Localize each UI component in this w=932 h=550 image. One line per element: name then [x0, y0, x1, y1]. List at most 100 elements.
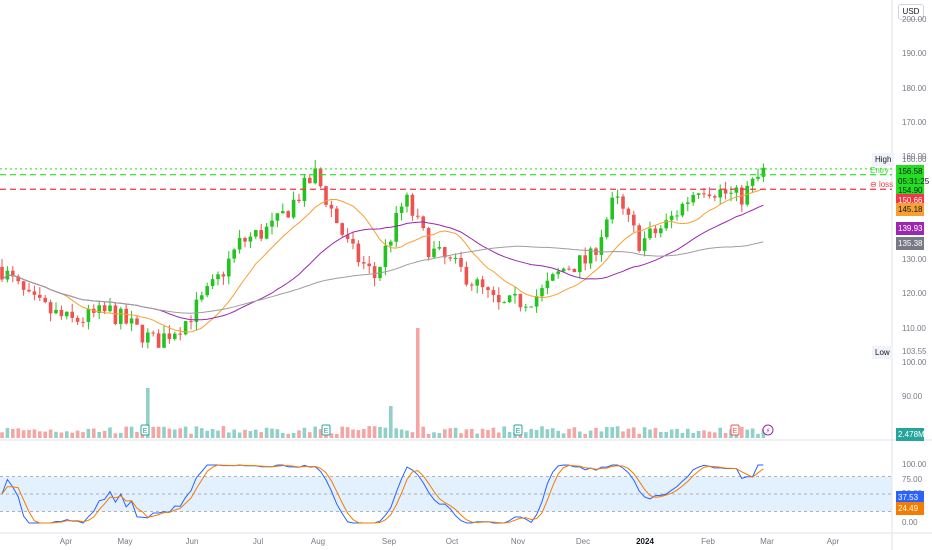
currency-selector[interactable]: USD: [898, 4, 924, 20]
price-axis-tick: 200.00: [902, 15, 927, 24]
candle-body: [734, 187, 739, 193]
candle-body: [362, 262, 366, 264]
volume-bar: [437, 433, 442, 438]
entry-line-label[interactable]: Entry: [870, 166, 889, 175]
volume-bar: [556, 430, 560, 438]
volume-bar: [491, 427, 496, 438]
candle-body: [345, 234, 350, 239]
candle-body: [372, 266, 377, 279]
volume-bar: [723, 433, 728, 438]
volume-bar: [475, 433, 479, 438]
candle-body: [16, 276, 20, 282]
candle-body: [556, 271, 560, 275]
volume-bar: [38, 431, 42, 438]
volume-bar: [275, 429, 280, 438]
candle-body: [129, 318, 134, 324]
stoch-d-badge: 24.49: [896, 502, 924, 515]
candle-body: [502, 302, 506, 304]
volume-bar: [335, 433, 339, 438]
candle-body: [453, 258, 458, 260]
volume-bar: [356, 430, 361, 438]
volume-bar: [632, 427, 636, 438]
candle-body: [38, 294, 42, 298]
volume-bar: [551, 428, 555, 438]
time-axis-label: Oct: [445, 537, 459, 546]
candle-body: [259, 230, 263, 239]
volume-bar: [502, 426, 506, 438]
candle-body: [156, 333, 161, 348]
candle-body: [675, 215, 679, 217]
candle-body: [437, 247, 442, 249]
candle-body: [561, 268, 566, 272]
candle-body: [432, 248, 436, 258]
volume-bar: [399, 429, 404, 438]
volume-bar: [740, 426, 744, 438]
volume-bar: [383, 427, 388, 438]
volume-bar: [713, 432, 717, 438]
volume-bar: [464, 429, 469, 438]
candle-body: [227, 258, 231, 277]
candle-body: [297, 199, 301, 202]
candle-body: [389, 241, 393, 246]
candle-body: [75, 317, 80, 322]
volume-bar: [178, 428, 182, 438]
volume-bar: [48, 429, 53, 438]
volume-bar: [745, 429, 749, 438]
candle-body: [356, 243, 361, 263]
candle-body: [729, 192, 733, 194]
volume-bar: [173, 429, 177, 438]
candle-body: [86, 308, 91, 322]
price-axis-tick: 110.00: [902, 323, 926, 333]
candle-body: [723, 189, 728, 194]
volume-bar: [189, 433, 193, 438]
volume-bar: [372, 426, 377, 438]
candle-body: [572, 268, 577, 273]
candle-body: [119, 308, 123, 324]
earnings-marker-label: E: [324, 428, 329, 435]
volume-bar: [183, 426, 188, 438]
candle-body: [264, 226, 269, 239]
volume-bar: [205, 430, 209, 438]
stop-loss-line-label[interactable]: ⊖ loss: [870, 180, 894, 189]
oscillator-axis-tick: 0.00: [902, 518, 918, 527]
time-axis-label: Dec: [575, 537, 591, 546]
time-axis-label: Sep: [381, 537, 397, 546]
oscillator-axis-tick: 100.00: [902, 460, 927, 469]
earnings-marker: [513, 424, 523, 436]
volume-bar: [135, 432, 139, 438]
volume-bar: [81, 432, 85, 438]
volume-bar: [648, 429, 652, 438]
volume-bar: [362, 428, 366, 438]
candle-body: [329, 204, 334, 209]
candle-body: [745, 185, 749, 205]
volume-bar: [448, 428, 452, 438]
candle-body: [178, 333, 182, 335]
time-axis-label: Nov: [510, 537, 526, 546]
volume-bar: [146, 388, 150, 438]
volume-bar: [70, 432, 74, 438]
volume-bar: [5, 427, 10, 438]
candle-body: [383, 245, 388, 268]
candle-body: [750, 178, 755, 186]
candle-body: [761, 167, 766, 177]
volume-bar: [59, 432, 64, 438]
candle-body: [275, 213, 280, 221]
earnings-marker-label: E: [516, 428, 521, 435]
volume-bar: [254, 429, 258, 438]
candle-body: [59, 309, 64, 317]
candle-body: [254, 230, 258, 237]
candle-body: [686, 202, 690, 204]
volume-bar: [615, 426, 620, 438]
volume-bar: [75, 430, 80, 438]
price-axis-tick: 160.00: [902, 152, 927, 162]
candle-body: [313, 168, 317, 184]
volume-bar: [702, 430, 706, 438]
candle-body: [65, 311, 69, 317]
volume-bar: [470, 428, 474, 438]
candle-body: [210, 279, 215, 287]
volume-bar: [588, 430, 593, 438]
volume-bar: [378, 426, 382, 438]
candle-body: [318, 168, 323, 187]
candle-body: [599, 237, 604, 255]
